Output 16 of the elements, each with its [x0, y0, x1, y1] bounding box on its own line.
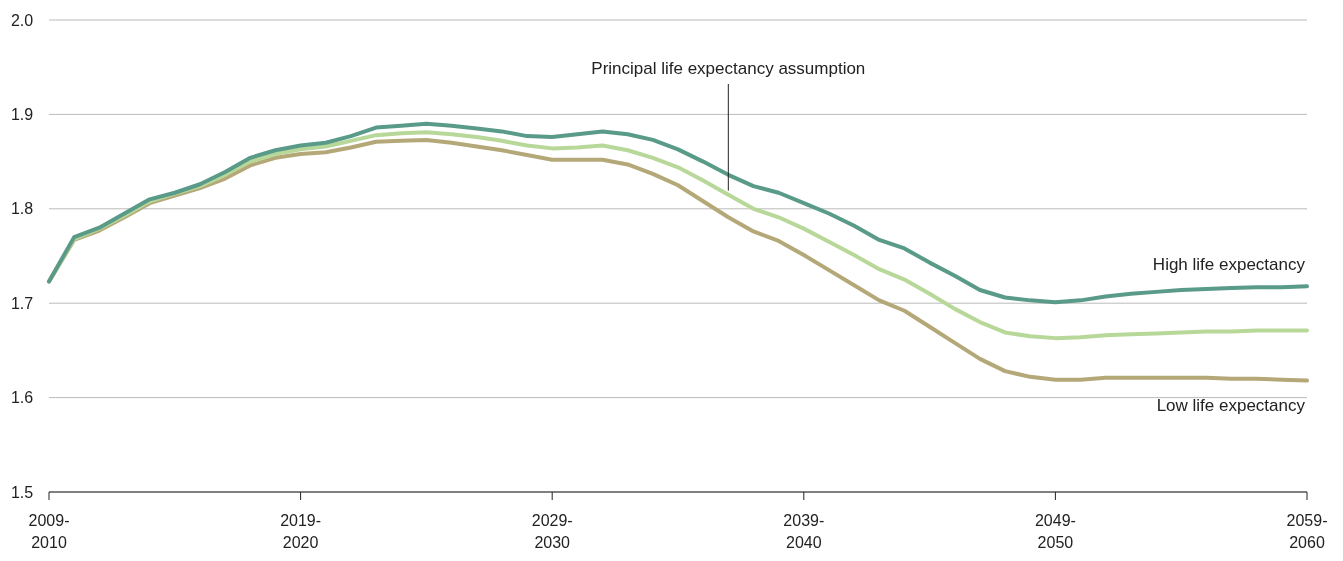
x-tick-label: 2039-2040 [783, 512, 825, 551]
y-tick-label: 1.7 [10, 294, 34, 312]
x-tick-label: 2009-2010 [28, 512, 70, 551]
y-tick-label: 1.9 [10, 106, 34, 123]
series-label: Low life expectancy [1156, 395, 1306, 415]
x-tick-label: 2049-2050 [1034, 512, 1076, 551]
y-tick-label: 2.0 [10, 11, 34, 29]
x-tick-label: 2019-2020 [280, 512, 322, 551]
y-tick-label: 1.8 [10, 200, 34, 218]
text: Principal life expectancy assumption [591, 59, 866, 78]
x-tick-label: 2029-2030 [531, 512, 573, 551]
y-tick-label: 1.6 [10, 389, 34, 407]
line-series [47, 121, 1309, 305]
series-label: High life expectancy [1152, 255, 1306, 275]
x-tick-label: 2059-2060 [1286, 512, 1328, 551]
y-tick-label: 1.5 [10, 483, 34, 501]
